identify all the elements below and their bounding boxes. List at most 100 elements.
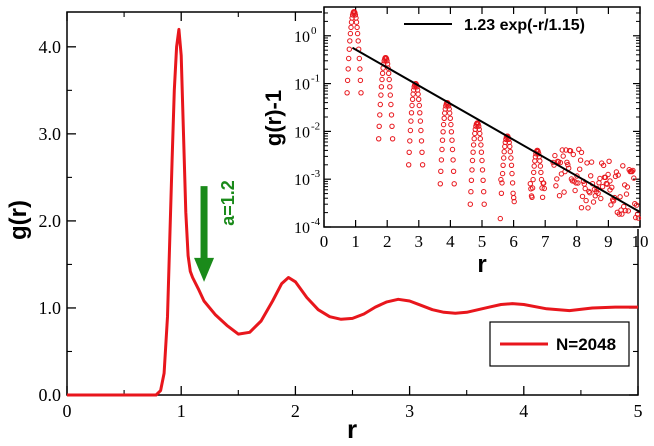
inset-data-point bbox=[532, 154, 539, 160]
inset-data-point bbox=[346, 46, 352, 52]
inset-data-point bbox=[406, 149, 412, 156]
inset-data-point bbox=[481, 189, 487, 195]
inset-y-tick-exponent: -1 bbox=[311, 73, 320, 85]
inset-data-point bbox=[386, 76, 392, 83]
main-x-axis-label: r bbox=[347, 414, 357, 441]
inset-data-point bbox=[541, 180, 547, 186]
inset-data-point bbox=[539, 194, 546, 201]
inset-data-point bbox=[609, 184, 615, 191]
inset-data-point bbox=[418, 138, 425, 144]
inset-data-point bbox=[629, 168, 635, 175]
inset-data-point bbox=[574, 173, 580, 179]
annotation-arrow: a=1.2 bbox=[194, 180, 238, 282]
inset-data-point bbox=[610, 198, 617, 204]
inset-data-point bbox=[448, 129, 455, 135]
inset-data-point bbox=[478, 142, 484, 148]
main-y-tick-label: 3.0 bbox=[39, 124, 62, 144]
inset-data-point bbox=[447, 115, 453, 122]
inset-data-point bbox=[376, 123, 382, 130]
inset-data-point bbox=[383, 56, 390, 62]
inset-data-point bbox=[450, 157, 456, 163]
inset-data-point bbox=[479, 157, 485, 164]
inset-data-point bbox=[476, 123, 482, 129]
main-x-tick-label: 3 bbox=[405, 401, 414, 421]
inset-data-point bbox=[449, 146, 456, 153]
main-x-tick-label: 2 bbox=[291, 401, 300, 421]
inset-data-point bbox=[498, 176, 504, 183]
inset-data-point bbox=[631, 175, 637, 181]
inset-data-point bbox=[539, 185, 545, 191]
inset-data-point bbox=[578, 205, 585, 211]
inset-data-point bbox=[511, 198, 517, 205]
inset-data-point bbox=[438, 157, 445, 163]
inset-data-point bbox=[619, 211, 625, 217]
inset-data-point bbox=[409, 102, 415, 109]
main-x-tick-label: 4 bbox=[519, 401, 528, 421]
inset-data-point bbox=[509, 170, 515, 177]
inset-data-point bbox=[355, 38, 361, 44]
inset-data-point bbox=[481, 201, 487, 207]
inset-data-point bbox=[447, 110, 453, 116]
inset-data-point bbox=[499, 180, 505, 186]
inset-data-point bbox=[559, 147, 565, 153]
inset-data-point bbox=[348, 24, 354, 31]
inset-data-point bbox=[471, 136, 477, 142]
inset-data-point bbox=[606, 158, 612, 165]
inset-data-point bbox=[577, 166, 583, 172]
inset-data-point bbox=[469, 157, 476, 164]
inset-data-point bbox=[387, 84, 393, 90]
inset-data-point bbox=[624, 184, 631, 190]
inset-data-point bbox=[416, 102, 422, 109]
main-x-tick-label: 0 bbox=[63, 401, 72, 421]
inset-data-point bbox=[552, 152, 558, 159]
inset-x-tick-label: 6 bbox=[509, 232, 518, 251]
inset-data-points bbox=[344, 9, 642, 222]
inset-data-point bbox=[379, 76, 385, 83]
annotation-label: a=1.2 bbox=[218, 180, 238, 226]
inset-data-point bbox=[587, 190, 593, 196]
inset-data-point bbox=[498, 190, 505, 197]
inset-data-point bbox=[507, 149, 513, 155]
inset-data-point bbox=[507, 143, 513, 150]
inset-data-point bbox=[353, 19, 360, 25]
inset-x-axis-label: r bbox=[477, 251, 486, 278]
inset-data-point bbox=[565, 162, 571, 168]
main-data-line bbox=[67, 27, 638, 397]
inset-x-tick-label: 5 bbox=[478, 232, 487, 251]
inset-data-point bbox=[468, 189, 474, 195]
inset-data-point bbox=[611, 194, 618, 201]
inset-data-point bbox=[509, 180, 516, 186]
inset-data-point bbox=[388, 101, 394, 108]
inset-data-point bbox=[451, 181, 457, 187]
inset-data-point bbox=[588, 173, 594, 179]
inset-data-point bbox=[407, 138, 413, 144]
main-x-tick-label: 5 bbox=[634, 401, 643, 421]
inset-data-point bbox=[441, 115, 447, 122]
inset-data-point bbox=[600, 162, 607, 169]
inset-data-point bbox=[418, 127, 424, 134]
arrow-head bbox=[194, 257, 215, 282]
inset-data-point bbox=[538, 169, 544, 176]
main-y-tick-label: 4.0 bbox=[39, 37, 62, 57]
inset-y-tick-exponent: -3 bbox=[311, 168, 321, 180]
inset-data-point bbox=[379, 70, 386, 77]
inset-x-tick-label: 9 bbox=[604, 232, 613, 251]
inset-data-point bbox=[635, 215, 642, 221]
inset-fit-line bbox=[351, 46, 641, 213]
inset-data-point bbox=[582, 185, 588, 192]
inset-data-point bbox=[384, 58, 390, 64]
inset-data-point bbox=[588, 159, 595, 165]
main-y-tick-label: 0.0 bbox=[39, 385, 62, 405]
inset-data-point bbox=[578, 149, 585, 156]
inset-data-point bbox=[387, 92, 393, 98]
inset-y-tick-label: 10 bbox=[294, 220, 310, 237]
inset-data-point bbox=[467, 201, 473, 207]
inset-x-tick-label: 2 bbox=[383, 232, 392, 251]
inset-data-point bbox=[499, 170, 506, 177]
inset-data-point bbox=[564, 159, 570, 166]
inset-data-point bbox=[479, 167, 486, 173]
inset-y-tick-label: 10 bbox=[294, 77, 310, 94]
inset-data-point bbox=[541, 185, 547, 192]
inset-data-point bbox=[385, 65, 391, 71]
